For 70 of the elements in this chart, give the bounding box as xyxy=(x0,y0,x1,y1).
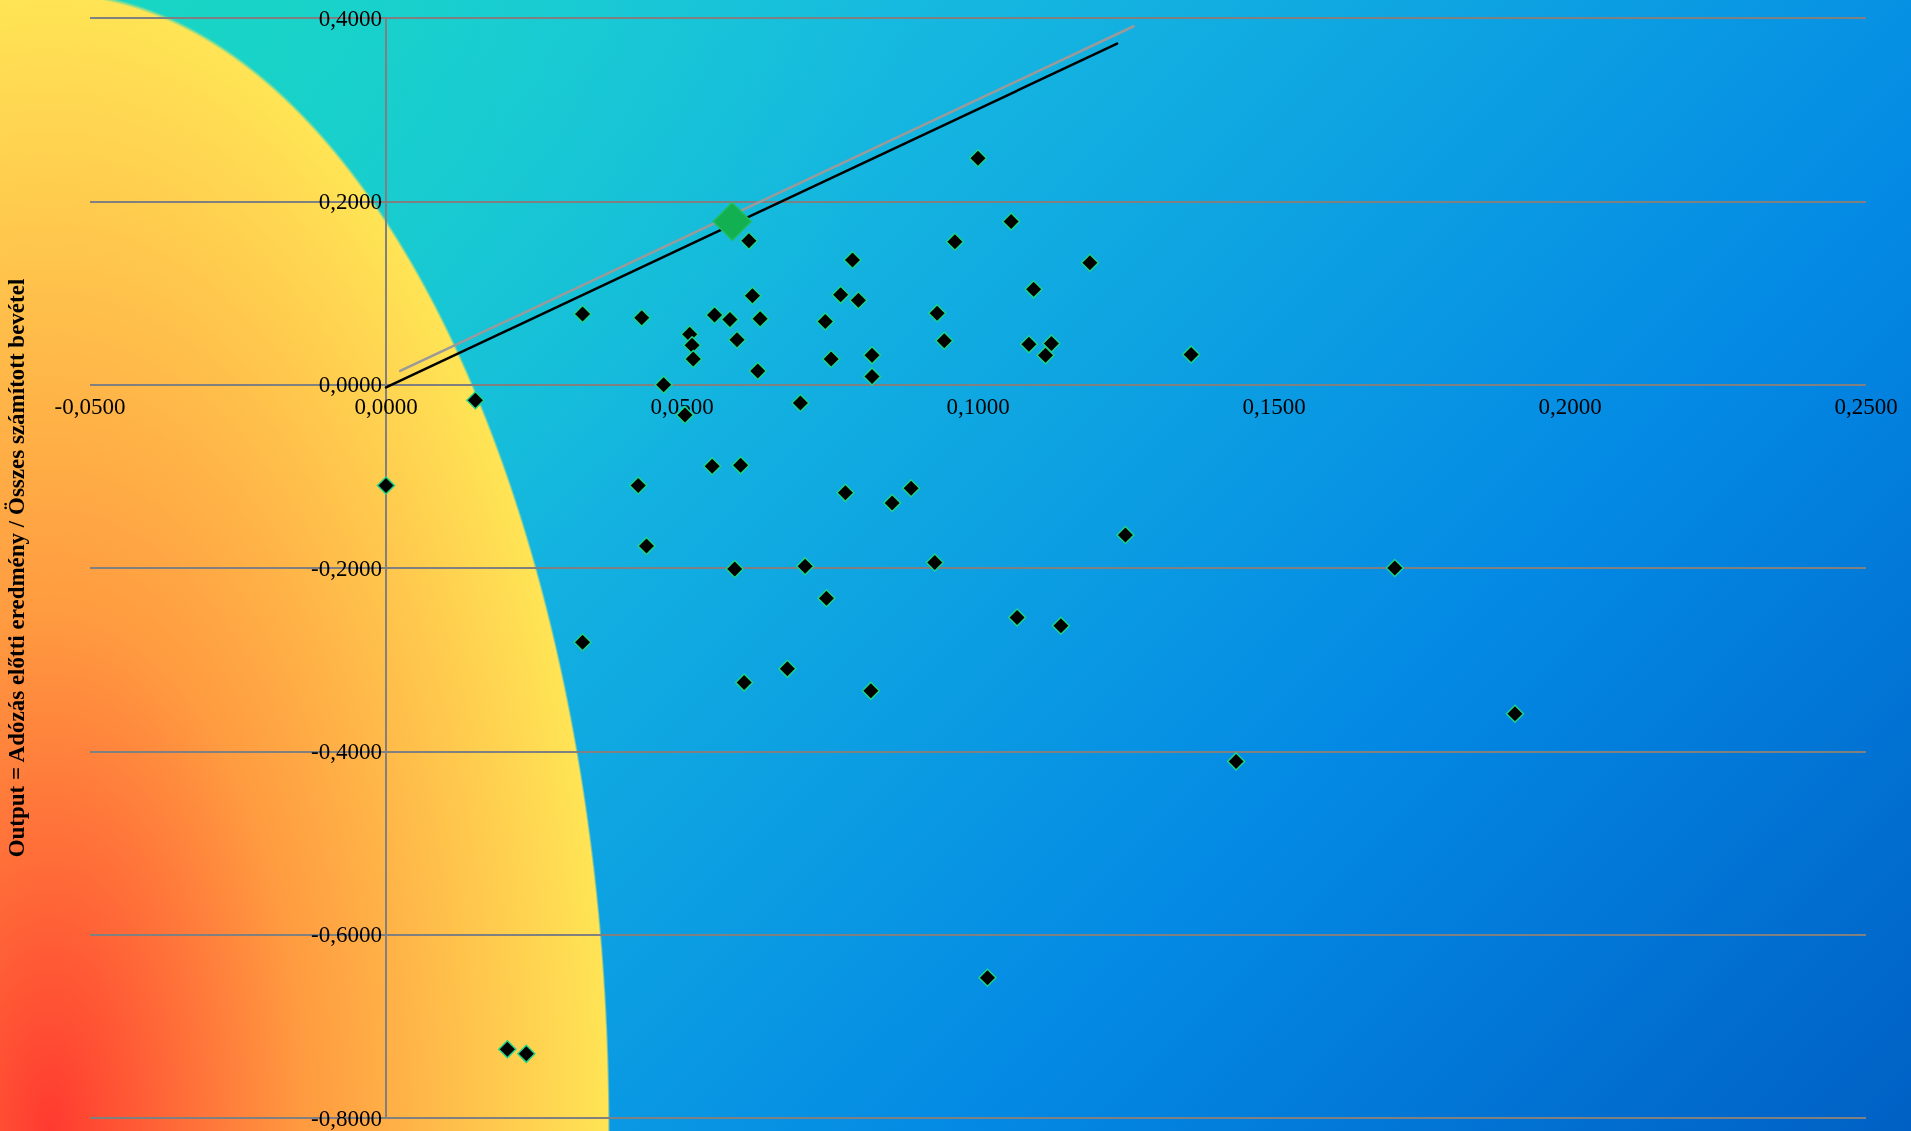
point xyxy=(727,330,747,349)
point xyxy=(654,375,673,394)
y-tick-label: -0,6000 xyxy=(311,922,382,948)
point xyxy=(682,336,702,355)
point xyxy=(816,312,835,331)
x-tick-label: -0,0500 xyxy=(54,393,126,419)
point xyxy=(882,493,902,513)
point xyxy=(861,681,881,701)
x-tick-label: 0,2500 xyxy=(1834,393,1898,419)
point xyxy=(1226,752,1246,771)
point xyxy=(517,1044,536,1064)
point xyxy=(791,393,810,413)
point xyxy=(1007,608,1027,627)
point xyxy=(1505,704,1525,723)
point xyxy=(684,349,703,369)
point xyxy=(573,304,592,324)
point xyxy=(945,232,965,251)
point xyxy=(720,310,740,329)
point xyxy=(978,968,997,987)
point xyxy=(862,346,882,365)
point xyxy=(1019,335,1039,354)
point xyxy=(739,231,759,250)
point xyxy=(778,659,797,679)
point xyxy=(1036,346,1055,365)
point xyxy=(821,349,841,369)
point xyxy=(817,589,836,608)
point xyxy=(376,476,396,495)
point xyxy=(901,479,921,498)
point xyxy=(1042,334,1061,353)
point xyxy=(734,673,754,692)
point xyxy=(1024,280,1043,299)
point xyxy=(1116,525,1135,545)
point xyxy=(925,553,945,572)
point xyxy=(1181,345,1201,364)
point xyxy=(862,367,882,386)
x-tick-label: 0,1500 xyxy=(1242,393,1306,419)
point xyxy=(1001,212,1021,231)
point xyxy=(927,303,947,323)
point xyxy=(702,457,722,476)
point xyxy=(743,286,762,305)
point xyxy=(466,391,485,410)
point xyxy=(935,331,954,350)
point xyxy=(637,536,656,556)
point xyxy=(498,1040,517,1059)
x-tick-label: 0,2000 xyxy=(1538,393,1602,419)
y-tick-label: -0,4000 xyxy=(311,738,382,764)
point xyxy=(628,476,648,495)
point xyxy=(725,559,744,579)
point xyxy=(1051,616,1071,635)
y-axis-title: Output = Adózás előtti eredmény / Összes számított bevétel xyxy=(4,278,29,858)
point xyxy=(1385,558,1405,578)
point xyxy=(843,250,862,270)
point xyxy=(968,149,988,168)
point xyxy=(795,556,815,576)
point xyxy=(705,305,724,325)
point xyxy=(573,633,592,652)
point xyxy=(712,201,753,242)
point xyxy=(632,308,651,327)
y-tick-label: -0,8000 xyxy=(311,1105,382,1131)
point xyxy=(731,456,750,475)
y-tick-label: 0,4000 xyxy=(318,5,382,31)
y-tick-label: -0,2000 xyxy=(311,555,382,581)
y-tick-label: 0,2000 xyxy=(318,188,382,214)
point xyxy=(836,483,855,503)
point xyxy=(750,309,770,328)
point xyxy=(849,291,868,310)
x-tick-label: 0,1000 xyxy=(946,393,1010,419)
point xyxy=(1080,253,1100,272)
point xyxy=(748,361,768,381)
point xyxy=(831,285,850,305)
